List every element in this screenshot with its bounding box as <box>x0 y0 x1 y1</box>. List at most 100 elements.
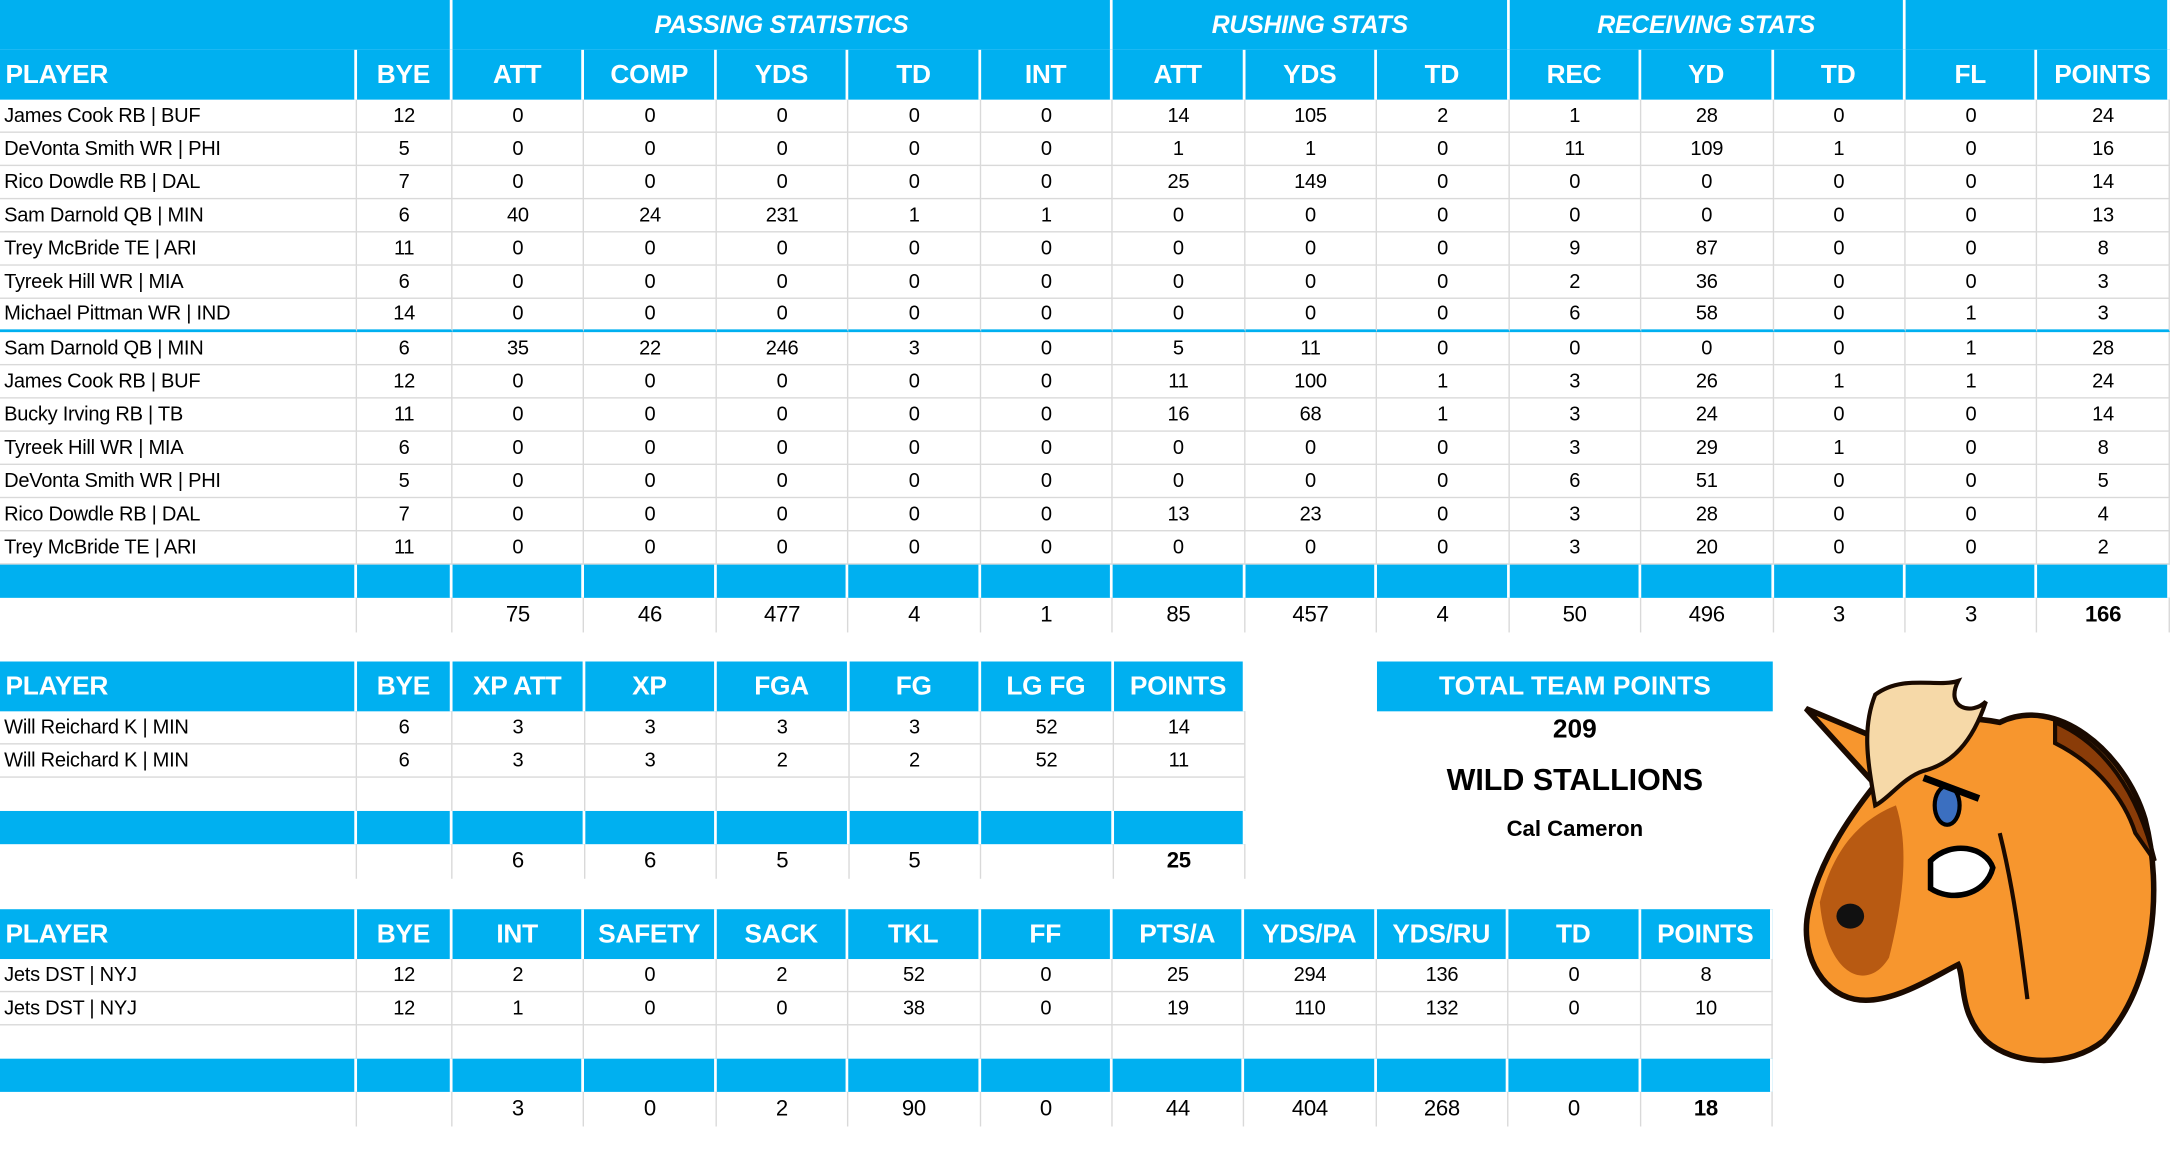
stat-yds: 0 <box>716 298 849 333</box>
column-header-xp-att: XP ATT <box>452 661 585 712</box>
table-row: Jets DST | NYJ 12 2 0 2 52 0 25 294 136 0 8 <box>0 959 1773 993</box>
band-cell <box>1244 1058 1377 1092</box>
player-name: DeVonta Smith WR | PHI <box>0 464 358 499</box>
stat-bye: 12 <box>357 992 453 1026</box>
stat-fga: 2 <box>716 744 850 778</box>
stat-yd: 0 <box>1641 332 1774 366</box>
total-yds-pa: 404 <box>1245 1091 1377 1127</box>
stat-points: 8 <box>2037 232 2170 266</box>
group-header-row: PASSING STATISTICS RUSHING STATS RECEIVING… <box>0 0 2170 50</box>
stat-td: 0 <box>1377 232 1510 266</box>
column-header-row: PLAYER BYE INT SAFETY SACK TKL FF PTS/A YDS/PA YD… <box>0 909 1773 960</box>
stat-xp: 3 <box>584 744 717 778</box>
column-header-td: TD <box>1377 49 1510 100</box>
total-fg: 5 <box>849 844 982 879</box>
stat-fl: 0 <box>1905 531 2038 565</box>
band-cell <box>0 810 358 845</box>
stallion-logo-icon <box>1803 677 2157 1064</box>
stat-points: 24 <box>2037 365 2170 399</box>
stat-rec: 9 <box>1509 232 1642 266</box>
stat-comp: 0 <box>584 166 717 200</box>
column-header-xp: XP <box>584 661 717 712</box>
column-header-bye: BYE <box>357 661 453 712</box>
column-header-bye: BYE <box>357 49 453 100</box>
player-name: Will Reichard K | MIN <box>0 711 358 745</box>
stat-rec: 0 <box>1509 166 1642 200</box>
stat-points: 14 <box>2037 398 2170 432</box>
total-pts-a: 44 <box>1113 1091 1245 1127</box>
stat-fg: 3 <box>849 711 982 745</box>
stat-points: 10 <box>1640 992 1773 1026</box>
stat-att: 0 <box>452 365 585 399</box>
empty-cell <box>981 1025 1113 1059</box>
stat-td: 0 <box>848 99 981 133</box>
column-header-tkl: TKL <box>848 909 981 960</box>
stat-td: 1 <box>1773 365 1906 399</box>
stat-int: 0 <box>980 232 1114 266</box>
stat-yds: 1 <box>1245 132 1378 167</box>
player-name: Bucky Irving RB | TB <box>0 398 358 432</box>
stat-bye: 5 <box>357 464 453 499</box>
stat-rec: 1 <box>1509 99 1642 133</box>
stat-att: 11 <box>1113 365 1246 399</box>
stat-xp: 3 <box>584 711 717 745</box>
total-player <box>0 597 358 633</box>
stat-sack: 2 <box>716 959 849 993</box>
column-header-ff: FF <box>980 909 1113 960</box>
column-header-int: INT <box>452 909 585 960</box>
stat-points: 28 <box>2037 332 2170 366</box>
stat-fl: 1 <box>1905 332 2038 366</box>
band-cell <box>716 564 849 598</box>
team-owner: Cal Cameron <box>1506 817 1644 842</box>
column-header-player: PLAYER <box>0 661 358 712</box>
stat-td: 0 <box>1773 166 1906 200</box>
stat-td: 0 <box>1773 531 1906 565</box>
stat-td: 0 <box>848 398 981 432</box>
stat-td: 0 <box>1508 992 1641 1026</box>
stat-yds: 0 <box>716 398 849 432</box>
stat-td: 0 <box>1773 232 1906 266</box>
player-name: Sam Darnold QB | MIN <box>0 199 358 233</box>
stat-yds: 0 <box>1245 431 1378 465</box>
stat-comp: 22 <box>584 332 717 366</box>
stat-xp-att: 3 <box>452 744 585 778</box>
stat-att: 16 <box>1113 398 1246 432</box>
total-bye <box>357 1091 453 1127</box>
column-header-att: ATT <box>452 49 585 100</box>
stat-td: 0 <box>1773 498 1906 532</box>
band-cell <box>716 1058 849 1092</box>
stat-yd: 58 <box>1641 298 1774 333</box>
column-header-safety: SAFETY <box>584 909 717 960</box>
stat-td: 1 <box>1773 132 1906 167</box>
column-header-points: POINTS <box>1640 909 1773 960</box>
stat-yd: 51 <box>1641 464 1774 499</box>
stat-yds: 0 <box>716 531 849 565</box>
total-td: 3 <box>1774 597 1906 633</box>
table-row: Jets DST | NYJ 12 1 0 0 38 0 19 110 132 0 10 <box>0 992 1773 1026</box>
stat-fl: 0 <box>1905 498 2038 532</box>
stat-att: 0 <box>1113 531 1246 565</box>
stat-fl: 0 <box>1905 99 2038 133</box>
total-fga: 5 <box>717 844 850 879</box>
column-header-td: TD <box>1773 49 1906 100</box>
stat-td: 3 <box>848 332 981 366</box>
stat-rec: 3 <box>1509 365 1642 399</box>
stat-rec: 6 <box>1509 464 1642 499</box>
empty-cell <box>1377 1025 1509 1059</box>
column-header-yds-ru: YDS/RU <box>1376 909 1509 960</box>
stat-int: 0 <box>980 531 1114 565</box>
band-cell <box>357 564 453 598</box>
band-cell <box>0 1058 358 1092</box>
stat-yd: 29 <box>1641 431 1774 465</box>
stat-points: 11 <box>1113 744 1246 778</box>
stat-safety: 0 <box>584 959 717 993</box>
stat-yds: 149 <box>1245 166 1378 200</box>
stat-ff: 0 <box>980 959 1113 993</box>
stat-bye: 11 <box>357 232 453 266</box>
empty-cell <box>453 1025 585 1059</box>
stat-yds: 0 <box>716 99 849 133</box>
group-header-receiving-stats: RECEIVING STATS <box>1509 0 1906 50</box>
table-row: Rico Dowdle RB | DAL 7 0 0 0 0 0 13 23 0 3 28 0 0 4 <box>0 498 2170 532</box>
column-header-row: PLAYER BYE ATT COMP YDS TD INT ATT YDS TD REC YD TD F… <box>0 49 2170 100</box>
stat-comp: 0 <box>584 132 717 167</box>
